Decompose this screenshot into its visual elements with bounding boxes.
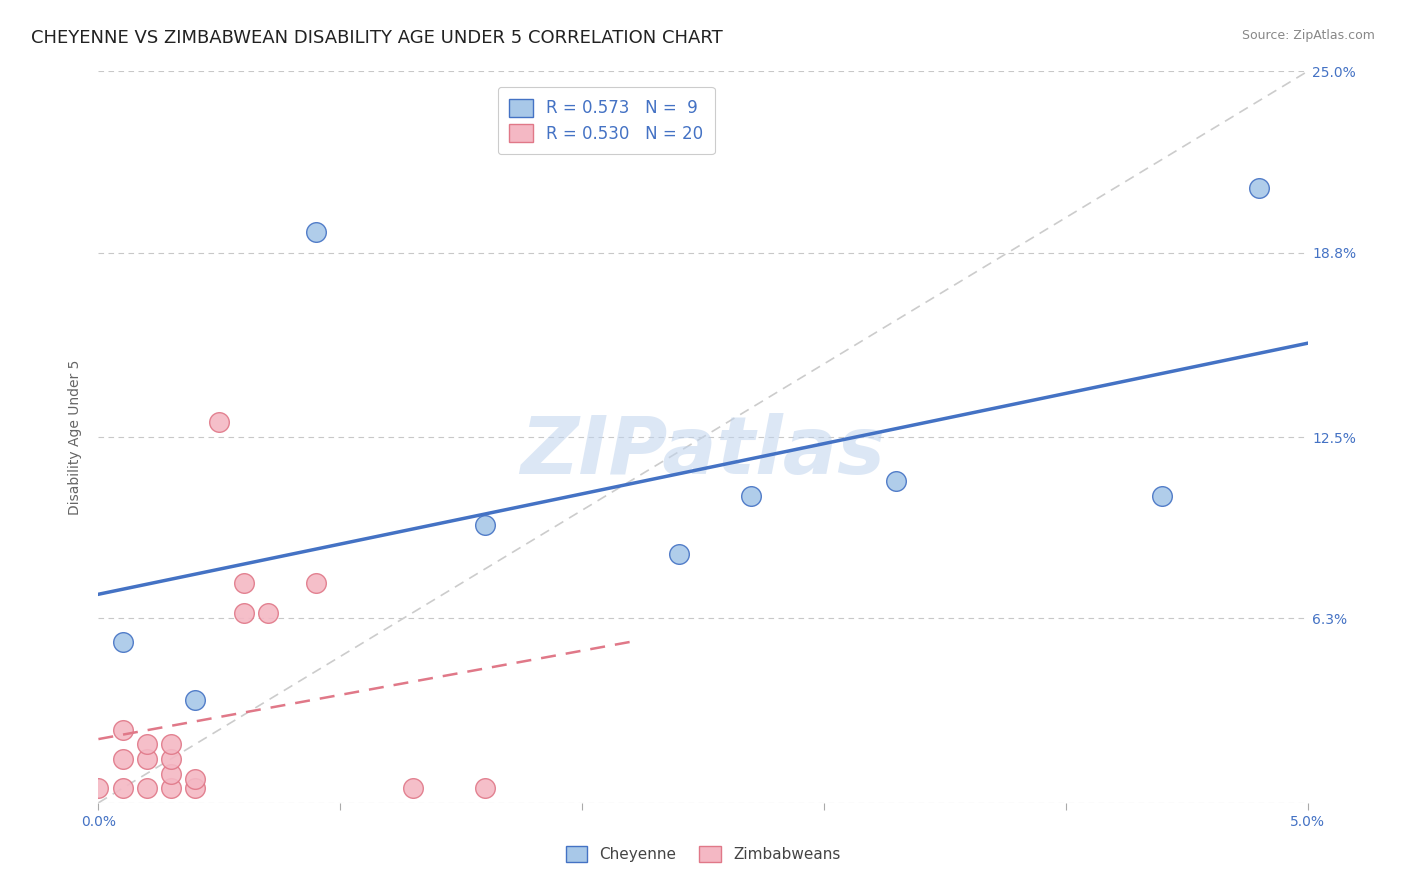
Point xyxy=(184,772,207,787)
Text: ZIPatlas: ZIPatlas xyxy=(520,413,886,491)
Point xyxy=(256,606,278,620)
Point xyxy=(1152,489,1174,503)
Point xyxy=(184,781,207,796)
Y-axis label: Disability Age Under 5: Disability Age Under 5 xyxy=(69,359,83,515)
Point xyxy=(160,781,183,796)
Point xyxy=(111,781,134,796)
Text: CHEYENNE VS ZIMBABWEAN DISABILITY AGE UNDER 5 CORRELATION CHART: CHEYENNE VS ZIMBABWEAN DISABILITY AGE UN… xyxy=(31,29,723,46)
Point xyxy=(305,225,328,239)
Text: Source: ZipAtlas.com: Source: ZipAtlas.com xyxy=(1241,29,1375,42)
Point xyxy=(668,547,690,561)
Point xyxy=(160,752,183,766)
Point xyxy=(111,635,134,649)
Point xyxy=(135,737,157,751)
Point xyxy=(87,781,110,796)
Point xyxy=(1249,181,1271,195)
Point xyxy=(135,752,157,766)
Point xyxy=(474,517,496,532)
Point xyxy=(160,766,183,780)
Point xyxy=(402,781,425,796)
Point xyxy=(111,723,134,737)
Point xyxy=(135,781,157,796)
Point xyxy=(160,737,183,751)
Point xyxy=(474,781,496,796)
Point xyxy=(740,489,762,503)
Point xyxy=(305,576,328,591)
Point xyxy=(111,752,134,766)
Point xyxy=(208,416,231,430)
Point xyxy=(232,576,254,591)
Point xyxy=(232,606,254,620)
Point xyxy=(886,474,908,488)
Legend: Cheyenne, Zimbabweans: Cheyenne, Zimbabweans xyxy=(560,839,846,868)
Point xyxy=(184,693,207,707)
